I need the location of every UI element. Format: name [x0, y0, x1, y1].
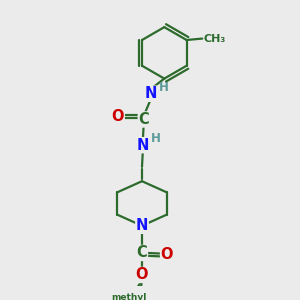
Text: H: H	[151, 132, 161, 146]
Text: N: N	[145, 86, 157, 101]
Text: methyl: methyl	[111, 293, 147, 300]
Text: O: O	[160, 247, 173, 262]
Text: CH₃: CH₃	[204, 34, 226, 44]
Text: O: O	[112, 109, 124, 124]
Text: C: C	[138, 112, 149, 127]
Text: C: C	[136, 245, 147, 260]
Text: N: N	[136, 218, 148, 233]
Text: N: N	[137, 138, 149, 153]
Text: H: H	[158, 81, 168, 94]
Text: O: O	[135, 267, 148, 282]
